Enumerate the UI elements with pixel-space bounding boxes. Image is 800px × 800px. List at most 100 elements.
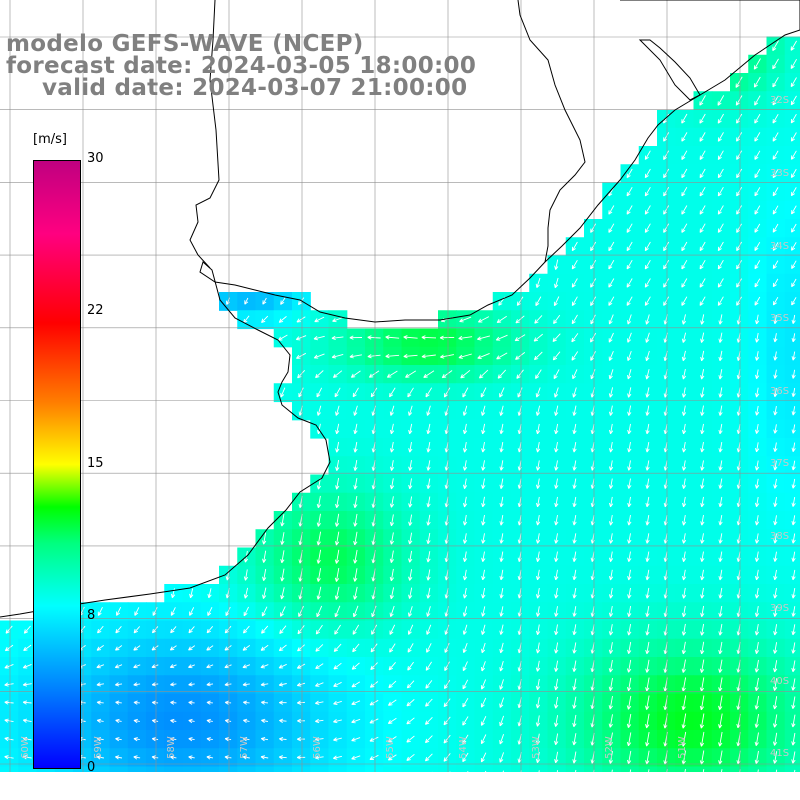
wind-arrow (552, 333, 561, 343)
wind-arrow (333, 755, 343, 760)
lat-label-36s: 36S (770, 386, 790, 397)
wind-arrow (753, 58, 761, 70)
wind-arrow (791, 678, 796, 691)
wind-arrow (608, 423, 614, 435)
wind-speed-cell (784, 474, 800, 494)
wind-arrow (426, 606, 431, 617)
wind-arrow (5, 625, 13, 634)
wind-arrow (280, 568, 285, 582)
wind-arrow (334, 531, 340, 546)
wind-arrow (481, 496, 486, 508)
wind-arrow (754, 496, 760, 508)
wind-arrow (334, 605, 341, 618)
wind-arrow (389, 587, 395, 600)
wind-arrow (772, 732, 778, 746)
wind-arrow (224, 755, 232, 760)
wind-arrow (718, 478, 723, 489)
wind-arrow (388, 662, 396, 671)
wind-arrow (207, 606, 213, 616)
wind-arrow (681, 332, 687, 343)
wind-arrow (296, 736, 306, 742)
wind-arrow (736, 260, 742, 270)
wind-arrow (718, 423, 723, 435)
wind-arrow (572, 515, 577, 526)
wind-arrow (333, 737, 342, 742)
wind-speed-cell (784, 273, 800, 293)
wind-arrow (699, 223, 706, 233)
wind-arrow (773, 533, 778, 544)
wind-arrow (369, 681, 379, 688)
wind-arrow (408, 587, 413, 599)
wind-arrow (608, 205, 615, 215)
wind-arrow (627, 460, 632, 471)
wind-arrow (260, 664, 269, 669)
wind-arrow (681, 132, 688, 142)
wind-arrow (608, 478, 614, 489)
wind-arrow (681, 186, 688, 197)
wind-arrow (571, 259, 578, 270)
lat-label-39s: 39S (770, 603, 790, 614)
wind-arrow (790, 150, 797, 160)
wind-arrow (351, 700, 361, 706)
wind-speed-cell (784, 237, 800, 257)
wind-arrow (736, 168, 743, 179)
wind-arrow (754, 168, 761, 179)
wind-arrow (262, 587, 267, 599)
wind-arrow (333, 643, 342, 653)
wind-arrow (791, 424, 796, 434)
wind-arrow (535, 478, 541, 489)
valid-date: valid date: 2024-03-07 21:00:00 (42, 75, 468, 101)
wind-arrow (426, 496, 431, 508)
wind-arrow (296, 700, 306, 705)
wind-arrow (554, 460, 559, 471)
wind-speed-cell (784, 365, 800, 384)
wind-arrow (407, 606, 413, 617)
wind-arrow (571, 351, 579, 361)
wind-arrow (224, 664, 232, 669)
wind-arrow (295, 335, 307, 341)
wind-arrow (115, 700, 122, 705)
wind-arrow (406, 753, 415, 761)
wind-arrow (645, 350, 650, 362)
lon-label-54w: 54W (457, 736, 469, 759)
wind-arrow (718, 314, 723, 325)
wind-arrow (480, 734, 487, 745)
wind-arrow (151, 700, 159, 705)
wind-arrow (572, 478, 577, 489)
wind-arrow (533, 351, 543, 361)
wind-arrow (280, 587, 285, 600)
wind-arrow (608, 751, 613, 764)
wind-arrow (754, 606, 760, 617)
wind-arrow (496, 315, 507, 324)
wind-arrow (4, 755, 14, 760)
wind-arrow (791, 242, 797, 251)
wind-arrow (627, 624, 632, 636)
wind-arrow (462, 423, 468, 435)
wind-arrow (627, 423, 632, 435)
wind-arrow (755, 369, 760, 380)
wind-speed-cell (784, 328, 800, 348)
wind-arrow (22, 682, 32, 687)
wind-arrow (242, 737, 250, 742)
wind-arrow (790, 40, 797, 51)
wind-arrow (718, 695, 723, 711)
wind-arrow (608, 314, 614, 325)
wind-arrow (681, 113, 688, 124)
wind-arrow (480, 697, 487, 708)
wind-arrow (773, 314, 778, 325)
wind-arrow (535, 697, 541, 709)
wind-arrow (331, 353, 344, 359)
wind-arrow (481, 606, 486, 617)
wind-arrow (313, 335, 325, 341)
wind-arrow (754, 113, 761, 124)
wind-arrow (535, 442, 541, 453)
wind-speed-cell (109, 620, 129, 640)
wind-arrow (242, 755, 250, 760)
wind-arrow (554, 569, 559, 581)
wind-arrow (278, 755, 287, 760)
wind-arrow (553, 296, 560, 307)
wind-arrow (499, 533, 504, 544)
wind-arrow (700, 569, 705, 581)
wind-arrow (535, 533, 541, 544)
wind-arrow (444, 643, 450, 653)
